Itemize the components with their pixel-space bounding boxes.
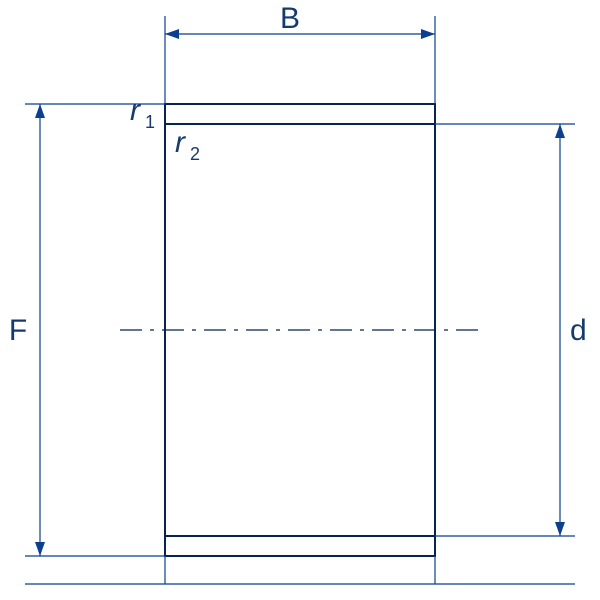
arrowhead bbox=[35, 542, 45, 556]
svg-text:1: 1 bbox=[145, 112, 155, 132]
svg-text:r: r bbox=[130, 94, 141, 127]
arrowhead bbox=[421, 29, 435, 39]
svg-text:r: r bbox=[175, 126, 186, 159]
label-d: d bbox=[570, 314, 587, 347]
arrowhead bbox=[555, 522, 565, 536]
label-F: F bbox=[9, 314, 27, 347]
label-r2: r2 bbox=[175, 126, 200, 164]
label-r1: r1 bbox=[130, 94, 155, 132]
label-B: B bbox=[280, 2, 300, 35]
svg-text:2: 2 bbox=[190, 144, 200, 164]
ring-section-top bbox=[165, 104, 435, 124]
arrowhead bbox=[165, 29, 179, 39]
ring-section-bottom bbox=[165, 536, 435, 556]
arrowhead bbox=[555, 124, 565, 138]
arrowhead bbox=[35, 104, 45, 118]
